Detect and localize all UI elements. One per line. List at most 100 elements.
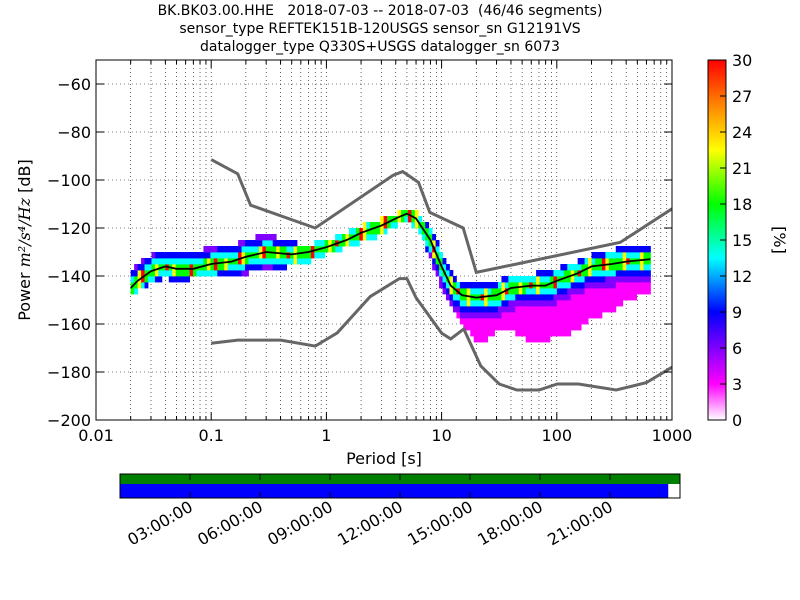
histogram-cell: [646, 264, 651, 271]
histogram-cell: [522, 312, 527, 319]
histogram-cell: [400, 216, 405, 223]
histogram-cell: [508, 306, 513, 313]
histogram-cell: [251, 258, 256, 265]
histogram-cell: [553, 330, 558, 337]
histogram-cell: [525, 276, 530, 283]
histogram-cell: [238, 246, 242, 253]
histogram-cell: [553, 300, 558, 307]
histogram-cell: [636, 288, 641, 295]
histogram-cell: [477, 318, 482, 325]
histogram-cell: [543, 276, 547, 283]
histogram-cell: [546, 318, 551, 325]
histogram-cell: [383, 216, 388, 223]
histogram-cell: [425, 228, 430, 235]
histogram-cell: [556, 324, 561, 331]
noise-models: [130, 158, 672, 392]
histogram-cell: [477, 300, 482, 307]
histogram-cell: [234, 270, 239, 277]
histogram-cell: [640, 270, 644, 277]
histogram-cell: [335, 246, 339, 253]
histogram-cell: [560, 318, 565, 325]
histogram-cell: [186, 276, 190, 283]
histogram-cell: [303, 252, 308, 259]
histogram-cell: [615, 270, 620, 277]
histogram-cell: [158, 252, 163, 259]
histogram-cell: [134, 282, 139, 289]
histogram-cell: [591, 312, 596, 319]
histogram-cell: [497, 306, 502, 313]
histogram-cell: [615, 246, 620, 253]
histogram-cell: [428, 228, 433, 235]
histogram-cell: [584, 258, 589, 265]
histogram-cell: [480, 288, 485, 295]
histogram-cell: [532, 324, 537, 331]
histogram-cell: [165, 258, 170, 265]
histogram-cell: [297, 258, 301, 265]
histogram-cell: [158, 258, 163, 265]
histogram-cell: [577, 324, 582, 331]
histogram-cell: [546, 336, 551, 343]
histogram-cell: [446, 288, 450, 295]
histogram-cell: [497, 288, 502, 295]
histogram-cell: [549, 288, 554, 295]
histogram-cell: [595, 282, 599, 289]
histogram-cell: [504, 288, 509, 295]
y-axis-label: Power m²/s⁴/Hz [dB]: [15, 159, 34, 321]
histogram-cell: [560, 294, 565, 301]
histogram-cell: [581, 282, 586, 289]
histogram-cell: [497, 300, 502, 307]
histogram-cell: [272, 240, 277, 247]
histogram-cell: [224, 246, 229, 253]
histogram-cell: [144, 258, 149, 265]
histogram-cell: [463, 318, 468, 325]
histogram-cell: [643, 288, 648, 295]
histogram-cell: [484, 330, 488, 337]
histogram-cell: [608, 264, 613, 271]
histogram-cell: [515, 288, 520, 295]
histogram-cell: [629, 246, 634, 253]
histogram-cell: [491, 312, 495, 319]
histogram-cell: [335, 234, 339, 241]
histogram-cell: [605, 294, 610, 301]
histogram-cell: [511, 312, 516, 319]
histogram-cell: [238, 240, 242, 247]
histogram-cell: [151, 270, 156, 277]
histogram-cell: [501, 294, 506, 301]
histogram-cell: [622, 252, 627, 259]
histogram-cell: [553, 276, 558, 283]
histogram-cell: [629, 270, 634, 277]
histogram-cell: [290, 240, 294, 247]
histogram-cell: [556, 312, 561, 319]
histogram-cell: [595, 288, 599, 295]
histogram-cell: [608, 306, 613, 313]
histogram-cell: [151, 276, 156, 283]
histogram-cell: [421, 222, 426, 229]
histogram-cell: [238, 264, 242, 271]
histogram-cell: [466, 288, 471, 295]
colorbar-tick-label: 24: [732, 123, 752, 142]
histogram-cell: [459, 306, 464, 313]
histogram-cell: [279, 258, 284, 265]
histogram-cell: [584, 288, 589, 295]
histogram-cell: [186, 264, 190, 271]
histogram-cell: [234, 246, 239, 253]
histogram-cell: [591, 252, 596, 259]
histogram-cell: [414, 210, 419, 217]
histogram-cell: [144, 264, 149, 271]
histogram-cell: [348, 228, 353, 235]
histogram-cell: [245, 264, 249, 271]
histogram-cell: [595, 276, 599, 283]
histogram-cell: [262, 246, 267, 253]
histogram-cell: [501, 300, 506, 307]
histogram-cell: [511, 276, 516, 283]
timeline-tick-label: 21:00:00: [544, 497, 616, 549]
histogram-cell: [387, 216, 391, 223]
histogram-cell: [497, 312, 502, 319]
histogram-cell: [622, 282, 627, 289]
histogram-cell: [536, 294, 540, 301]
histogram-cell: [435, 240, 440, 247]
histogram-cell: [290, 246, 294, 253]
histogram-cell: [556, 306, 561, 313]
histogram-cell: [459, 312, 464, 319]
histogram-cell: [643, 282, 648, 289]
